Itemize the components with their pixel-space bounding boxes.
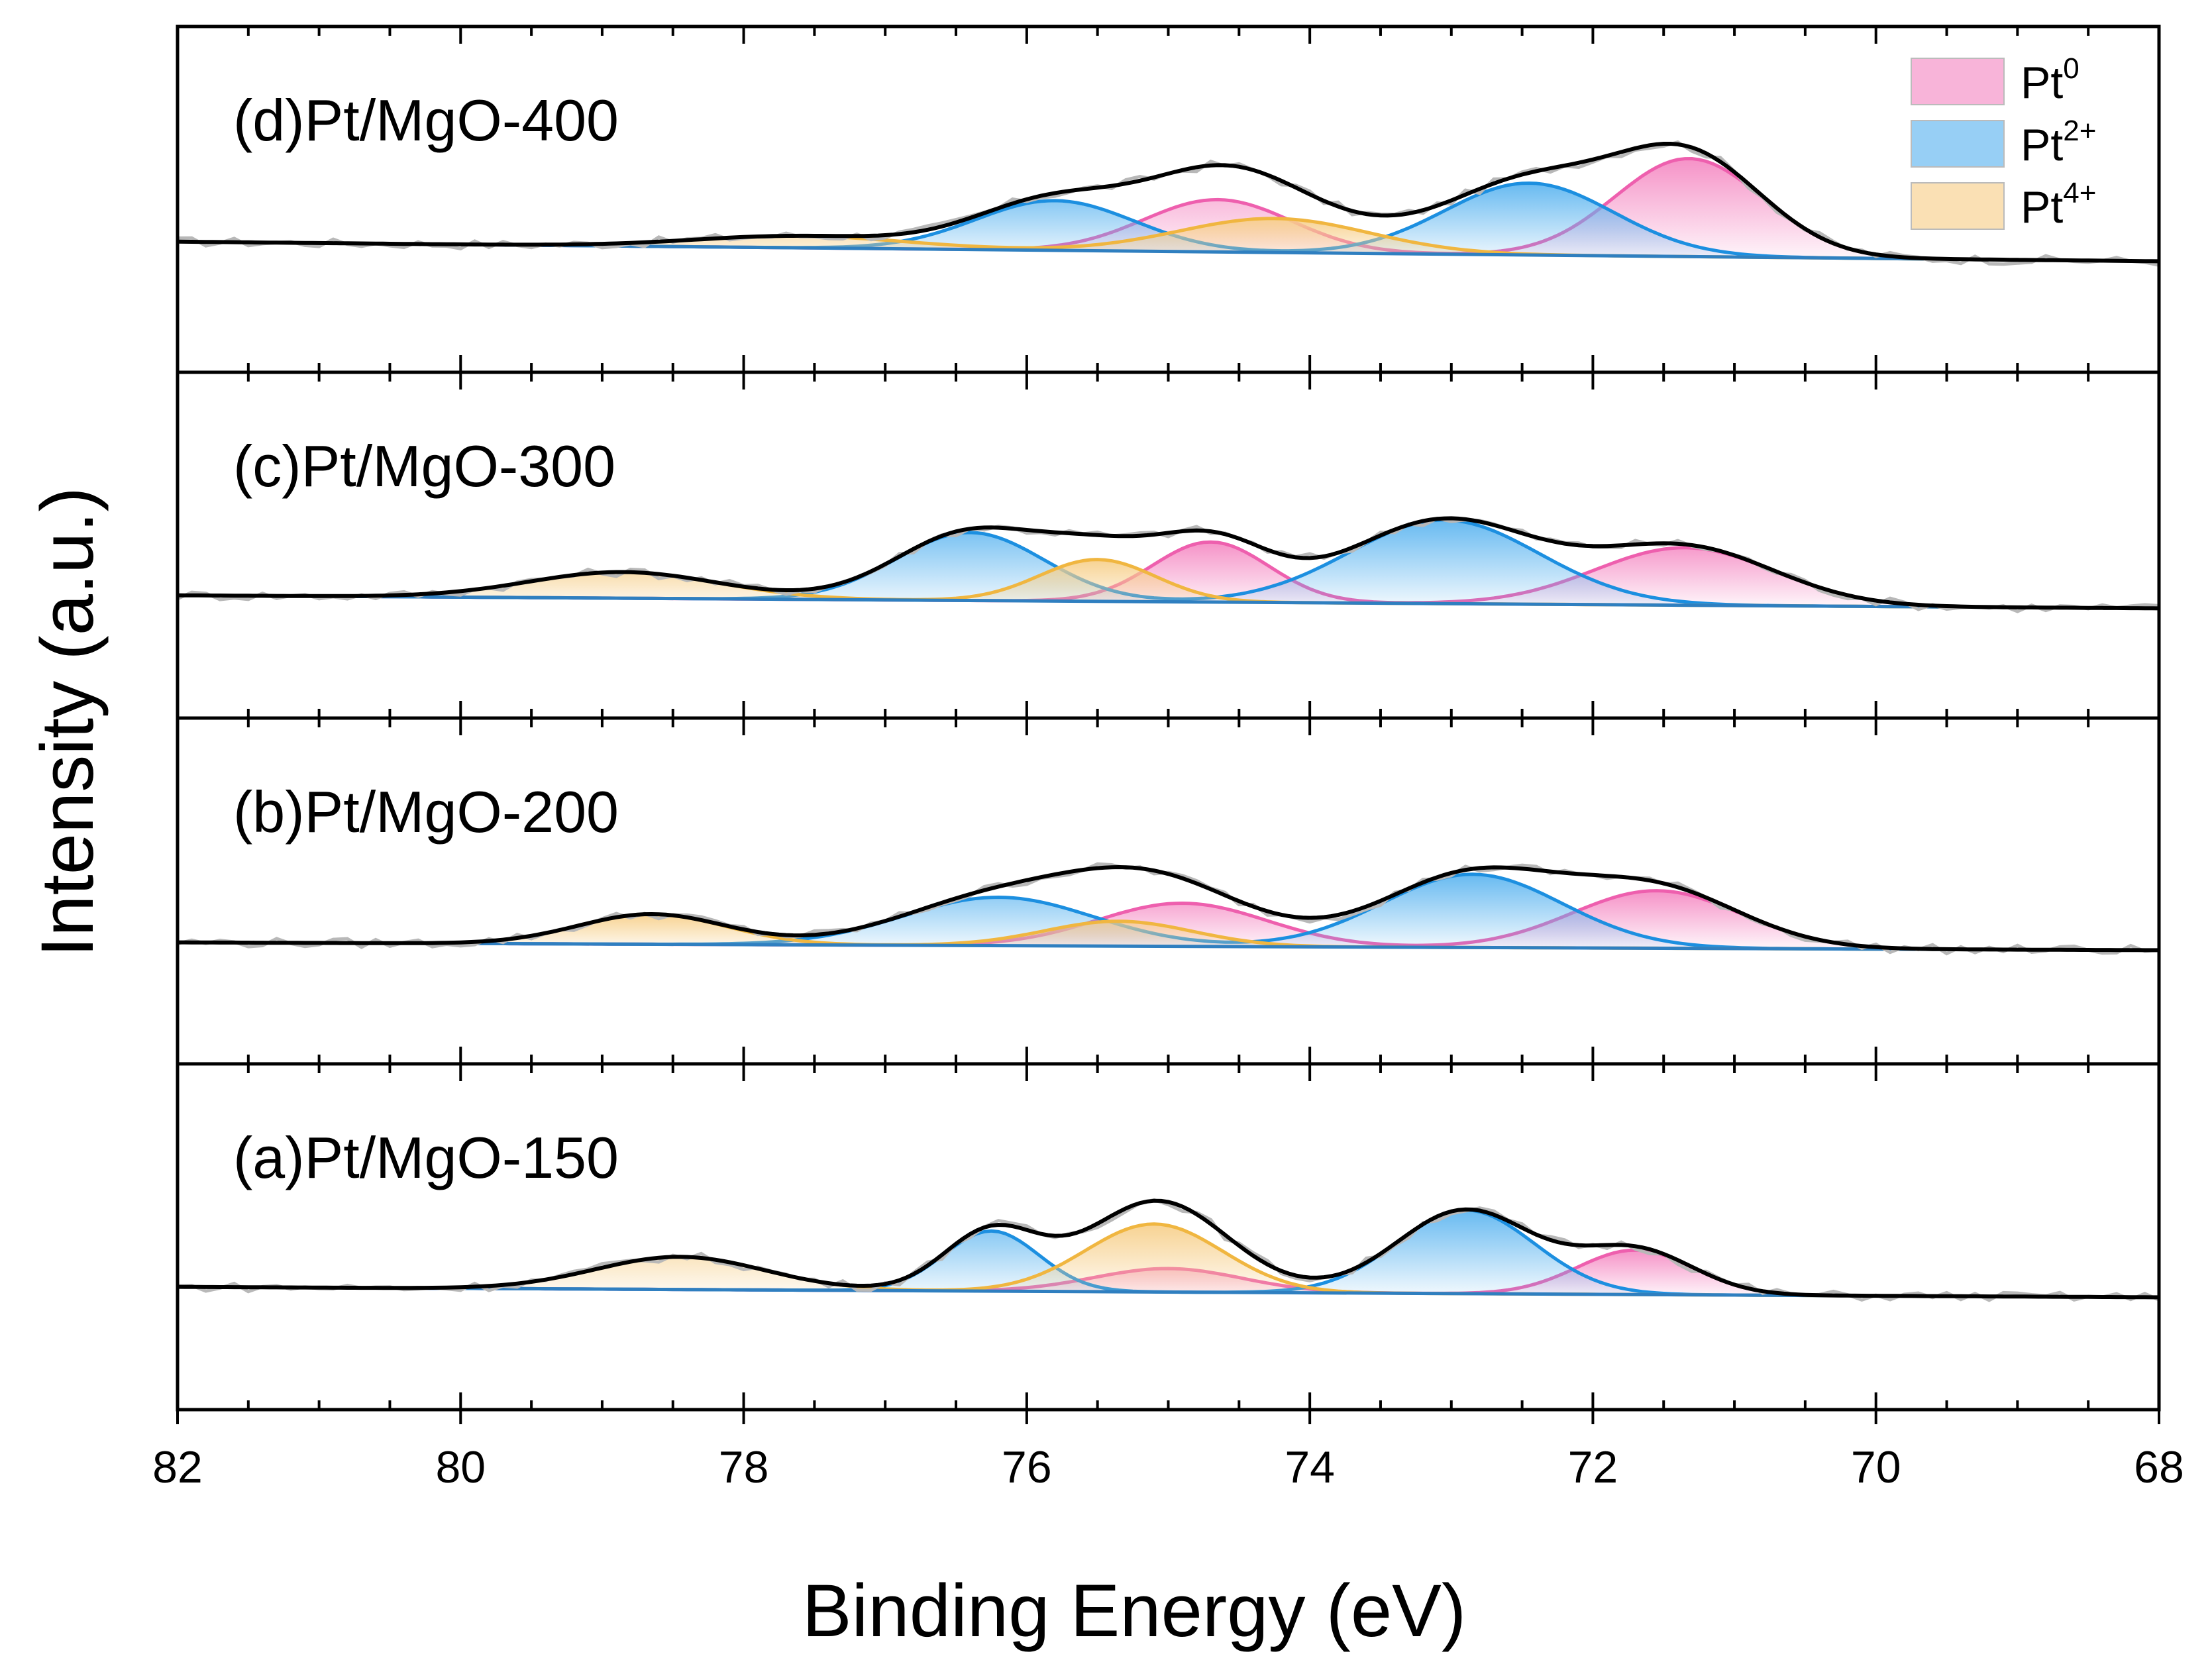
legend-swatch <box>1911 182 2005 230</box>
x-axis-title: Binding Energy (eV) <box>802 1569 1466 1652</box>
component-fill-Pt4plus <box>178 559 2159 609</box>
component-fill-Pt0 <box>178 542 2159 609</box>
panel-1: (d)Pt/MgO-400 <box>176 25 2161 374</box>
panel-frame <box>176 25 2161 374</box>
x-tick-label: 72 <box>1568 1442 1618 1492</box>
x-tick-label: 70 <box>1851 1442 1901 1492</box>
panel-label: (d)Pt/MgO-400 <box>233 87 619 153</box>
panel-3: (b)Pt/MgO-200 <box>176 716 2161 1066</box>
x-tick-label: 74 <box>1285 1442 1335 1492</box>
x-tick-label: 80 <box>435 1442 486 1492</box>
legend: Pt0 Pt2+ Pt4+ <box>1911 52 2096 233</box>
raw-data-line <box>176 517 2160 613</box>
x-axis: 82 80 78 76 74 72 70 68 <box>152 1410 2184 1492</box>
panel-label: (c)Pt/MgO-300 <box>233 433 615 499</box>
x-tick-label: 68 <box>2134 1442 2184 1492</box>
x-tick-label: 78 <box>719 1442 769 1492</box>
background-line <box>177 941 2160 952</box>
panel-2: (c)Pt/MgO-300 <box>176 370 2161 720</box>
legend-label: Pt4+ <box>2021 177 2096 233</box>
x-tick-label: 76 <box>1002 1442 1052 1492</box>
envelope-fit-line <box>177 142 2160 264</box>
legend-swatch <box>1911 58 2005 105</box>
x-tick-label: 82 <box>152 1442 203 1492</box>
component-fill-Pt4plus <box>178 914 2159 951</box>
panel-4: (a)Pt/MgO-150 <box>176 1062 2161 1412</box>
envelope-fit-line <box>178 864 2159 953</box>
y-axis-title: Intensity (a.u.) <box>26 487 109 957</box>
panel-frame <box>176 370 2161 720</box>
component-fill-Pt4plus <box>178 218 2159 262</box>
panel-label: (b)Pt/MgO-200 <box>233 779 619 845</box>
panel-frame <box>176 716 2161 1066</box>
legend-label: Pt0 <box>2021 52 2080 108</box>
envelope-fit-line <box>177 1198 2159 1300</box>
legend-swatch <box>1911 120 2005 168</box>
component-fill-Pt2plus <box>178 183 2159 262</box>
component-fill-Pt0 <box>178 890 2159 951</box>
legend-label: Pt2+ <box>2021 115 2096 170</box>
background-line <box>177 594 2160 610</box>
component-fill-Pt4plus <box>178 1223 2159 1298</box>
envelope-fit-line <box>177 516 2160 611</box>
panel-label: (a)Pt/MgO-150 <box>233 1125 619 1190</box>
